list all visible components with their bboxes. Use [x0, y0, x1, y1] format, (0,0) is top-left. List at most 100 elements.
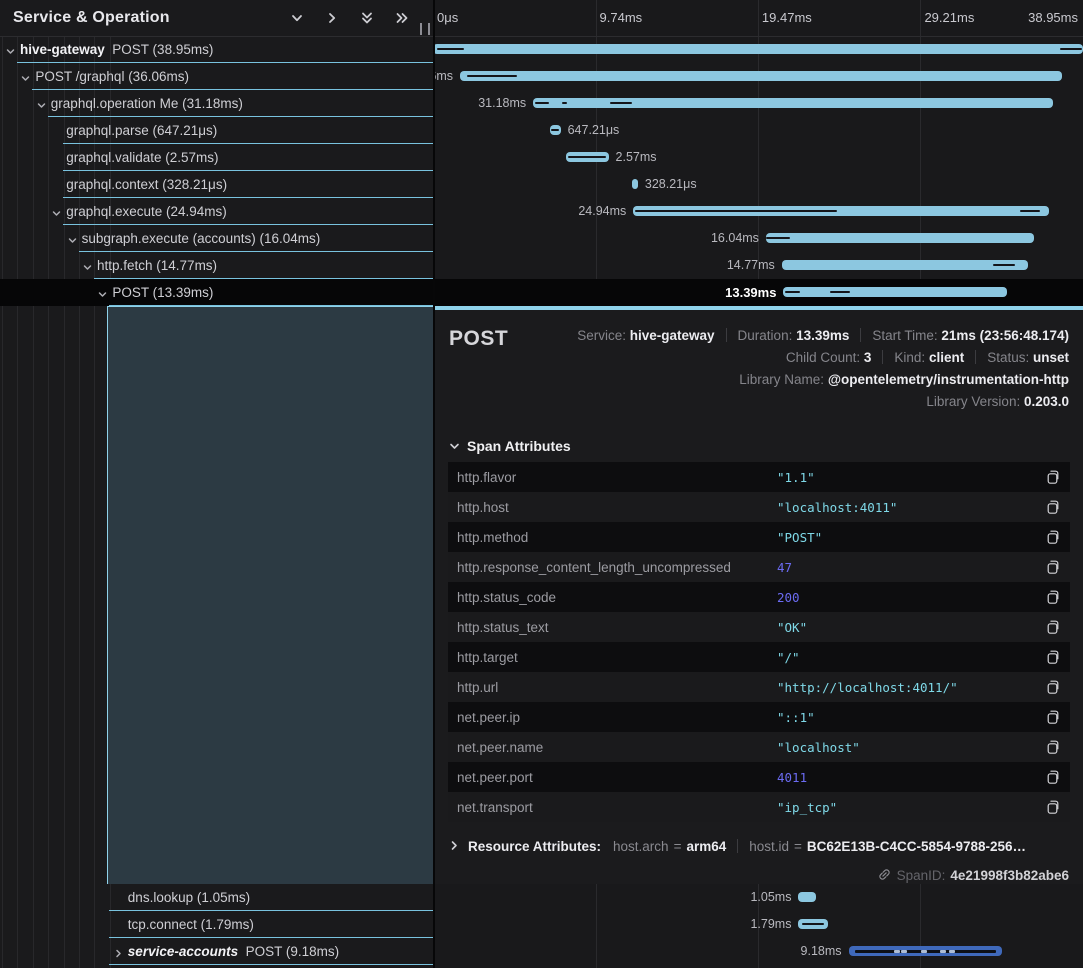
- attribute-row: http.url"http://localhost:4011/": [448, 672, 1070, 702]
- copy-icon[interactable]: [1045, 649, 1061, 665]
- attribute-value: "POST": [777, 530, 822, 545]
- attribute-key: net.peer.ip: [457, 710, 520, 725]
- span-bar[interactable]: [798, 919, 828, 929]
- waterfall-row[interactable]: 9.18ms: [433, 938, 1083, 965]
- waterfall-row[interactable]: 2.57ms: [433, 144, 1083, 171]
- chevrons-right-icon[interactable]: [395, 11, 409, 25]
- copy-icon[interactable]: [1045, 469, 1061, 485]
- span-bar[interactable]: [633, 206, 1049, 216]
- waterfall-row[interactable]: [433, 36, 1083, 63]
- chevron-right-icon[interactable]: [325, 11, 339, 25]
- tree-row[interactable]: POST (13.39ms): [0, 279, 433, 306]
- waterfall-row[interactable]: 1.79ms: [433, 911, 1083, 938]
- timeline-header: 0μs9.74ms19.47ms29.21ms38.95ms: [433, 0, 1083, 37]
- child-span-tick: [1060, 48, 1081, 50]
- tree-row[interactable]: graphql.context (328.21μs): [0, 171, 433, 198]
- chevron-right-icon: [449, 840, 460, 851]
- tree-row[interactable]: graphql.execute (24.94ms): [0, 198, 433, 225]
- copy-icon[interactable]: [1045, 709, 1061, 725]
- waterfall-row[interactable]: 647.21μs: [433, 117, 1083, 144]
- copy-icon[interactable]: [1045, 499, 1061, 515]
- span-bar[interactable]: [433, 44, 1083, 54]
- span-label: hive-gateway POST (38.95ms): [20, 36, 213, 63]
- span-bar[interactable]: [460, 71, 1062, 81]
- waterfall-row[interactable]: 31.18ms: [433, 90, 1083, 117]
- detail-meta-line: Child Count: 3Kind: clientStatus: unset: [577, 347, 1069, 369]
- timeline-tick-label: 9.74ms: [600, 0, 643, 36]
- span-bar[interactable]: [566, 152, 609, 162]
- equals-sign: =: [674, 839, 682, 854]
- attribute-value: "/": [777, 650, 800, 665]
- panel-divider[interactable]: [433, 0, 435, 968]
- expand-toggle[interactable]: [82, 260, 93, 278]
- tree-row[interactable]: hive-gateway POST (38.95ms): [0, 36, 433, 63]
- service-name: hive-gateway: [20, 42, 105, 57]
- chevrons-down-icon[interactable]: [360, 11, 374, 25]
- copy-icon[interactable]: [1045, 769, 1061, 785]
- span-label: graphql.context (328.21μs): [66, 171, 227, 198]
- span-bar[interactable]: [849, 946, 1002, 956]
- tree-row[interactable]: subgraph.execute (accounts) (16.04ms): [0, 225, 433, 252]
- span-label: tcp.connect (1.79ms): [128, 911, 254, 938]
- timeline-tick-label: 29.21ms: [924, 0, 974, 36]
- attribute-row: net.peer.ip"::1": [448, 702, 1070, 732]
- copy-icon[interactable]: [1045, 679, 1061, 695]
- child-span-tick: [993, 264, 1015, 266]
- expand-toggle[interactable]: [67, 233, 78, 251]
- copy-icon[interactable]: [1045, 619, 1061, 635]
- timeline-tick-label: 0μs: [437, 0, 458, 36]
- span-bar[interactable]: [632, 179, 637, 189]
- tree-row[interactable]: tcp.connect (1.79ms): [0, 911, 433, 938]
- meta-label: Duration:: [738, 328, 797, 343]
- equals-sign: =: [794, 839, 802, 854]
- expand-toggle[interactable]: [20, 71, 31, 89]
- expand-toggle[interactable]: [51, 206, 62, 224]
- attribute-value: "localhost": [777, 740, 860, 755]
- expand-toggle[interactable]: [5, 44, 16, 62]
- tree-row[interactable]: http.fetch (14.77ms): [0, 252, 433, 279]
- span-bar[interactable]: [782, 260, 1028, 270]
- copy-icon[interactable]: [1045, 529, 1061, 545]
- tree-row[interactable]: POST /graphql (36.06ms): [0, 63, 433, 90]
- tree-row[interactable]: graphql.operation Me (31.18ms): [0, 90, 433, 117]
- waterfall-row[interactable]: 14.77ms: [433, 252, 1083, 279]
- divider: [860, 328, 861, 342]
- waterfall-row[interactable]: 16.04ms: [433, 225, 1083, 252]
- resource-attributes-row[interactable]: Resource Attributes:host.arch=arm64host.…: [449, 836, 1026, 858]
- expand-toggle[interactable]: [36, 98, 47, 116]
- chevron-down-icon[interactable]: [290, 11, 304, 25]
- span-bar[interactable]: [798, 892, 816, 902]
- link-icon[interactable]: [877, 867, 892, 882]
- copy-icon[interactable]: [1045, 799, 1061, 815]
- tree-row[interactable]: graphql.parse (647.21μs): [0, 117, 433, 144]
- copy-icon[interactable]: [1045, 589, 1061, 605]
- span-bar[interactable]: [783, 287, 1006, 297]
- panel-resize-handle[interactable]: [420, 23, 430, 35]
- waterfall-row[interactable]: 36.06ms: [433, 63, 1083, 90]
- tree-row[interactable]: service-accounts POST (9.18ms): [0, 938, 433, 965]
- span-attributes-header[interactable]: Span Attributes: [449, 438, 571, 454]
- tree-row[interactable]: graphql.validate (2.57ms): [0, 144, 433, 171]
- detail-row-spacer: [107, 306, 433, 884]
- chevron-down-icon: [97, 289, 108, 300]
- waterfall-row[interactable]: 13.39ms: [433, 279, 1083, 306]
- chevron-down-icon: [449, 441, 460, 452]
- expand-toggle[interactable]: [113, 946, 124, 964]
- child-span-dash: [894, 950, 900, 953]
- chevron-down-icon: [5, 46, 16, 57]
- meta-label: Library Version:: [926, 394, 1024, 409]
- duration-label: 9.18ms: [801, 938, 842, 965]
- waterfall-row[interactable]: 24.94ms: [433, 198, 1083, 225]
- tree-row[interactable]: dns.lookup (1.05ms): [0, 884, 433, 911]
- span-bar[interactable]: [766, 233, 1034, 243]
- span-label: POST (13.39ms): [112, 279, 213, 306]
- expand-toggle[interactable]: [97, 287, 108, 305]
- resource-value: arm64: [686, 839, 726, 854]
- copy-icon[interactable]: [1045, 559, 1061, 575]
- span-bar[interactable]: [533, 98, 1053, 108]
- copy-icon[interactable]: [1045, 739, 1061, 755]
- span-bar[interactable]: [550, 125, 561, 135]
- waterfall-row[interactable]: 1.05ms: [433, 884, 1083, 911]
- span-attributes-title: Span Attributes: [467, 438, 571, 454]
- waterfall-row[interactable]: 328.21μs: [433, 171, 1083, 198]
